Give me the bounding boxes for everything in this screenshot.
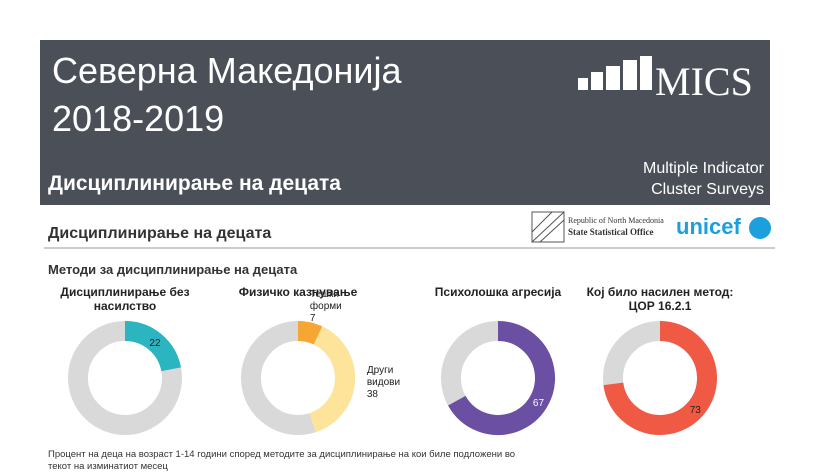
unicef-emblem — [749, 217, 771, 239]
title: Северна Македонија — [52, 50, 402, 91]
donut-segment — [308, 326, 355, 433]
tagline: Cluster Surveys — [651, 181, 764, 198]
value-label: 38 — [366, 388, 378, 400]
chart-title: Психолошка агресија — [434, 285, 562, 299]
value-label: 7 — [309, 312, 316, 324]
topic: Дисциплинирање на децата — [48, 172, 341, 195]
subtitle: Методи за дисциплинирање на децата — [48, 262, 298, 277]
chart-title: Дисциплинирање без насилство — [60, 285, 190, 313]
value-label: 73 — [690, 405, 702, 416]
partner: Republic of North Macedonia — [568, 216, 664, 225]
value-label: 22 — [149, 338, 161, 349]
donut-segment — [124, 321, 181, 372]
partner: State Statistical Office — [568, 227, 654, 237]
chart-title: Физичко казнување — [238, 285, 358, 299]
segment-label: Други видови — [366, 364, 401, 388]
segment-label: Тешки форми — [309, 288, 342, 312]
section-title: Дисциплинирање на децата — [48, 225, 272, 242]
donut-segment — [297, 321, 323, 345]
tagline: Multiple Indicator — [643, 160, 764, 177]
donut-segment — [448, 321, 555, 435]
title-years: 2018-2019 — [52, 98, 225, 139]
chart-title: Кој било насилен метод: ЦОР 16.2.1 — [586, 285, 734, 313]
value-label: 67 — [533, 398, 545, 409]
logo-text: MICS — [655, 59, 753, 104]
logo-bars — [578, 56, 652, 90]
sso-logo — [531, 211, 565, 243]
donut-segment — [603, 321, 717, 435]
unicef: unicef — [676, 214, 741, 239]
footnote: Процент на деца на возраст 1-14 години с… — [48, 449, 516, 472]
